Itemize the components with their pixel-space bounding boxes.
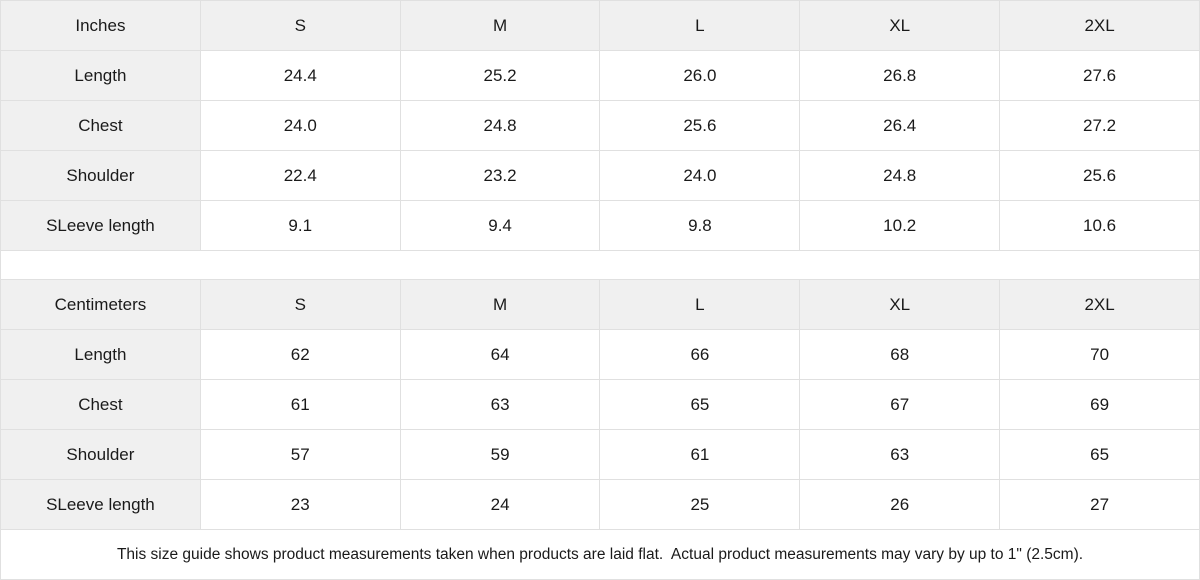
value-cell: 24.0 (199, 100, 401, 151)
value-cell: 9.8 (599, 200, 801, 251)
value-cell: 25.2 (399, 50, 601, 101)
value-cell: 9.1 (199, 200, 401, 251)
size-header-cell-l: L (599, 279, 801, 330)
value-cell: 27 (999, 479, 1200, 530)
value-cell: 70 (999, 329, 1200, 380)
value-cell: 63 (399, 379, 601, 430)
size-header-cell-s: S (199, 0, 401, 51)
value-cell: 26.4 (799, 100, 1001, 151)
value-cell: 66 (599, 329, 801, 380)
size-header-cell-xl: XL (799, 0, 1001, 51)
value-cell: 9.4 (399, 200, 601, 251)
value-cell: 22.4 (199, 150, 401, 201)
table-spacer (0, 251, 1200, 279)
value-cell: 10.2 (799, 200, 1001, 251)
row-label-cell: SLeeve length (0, 200, 201, 251)
value-cell: 26.0 (599, 50, 801, 101)
table-row-shoulder: Shoulder 57 59 61 63 65 (0, 429, 1200, 480)
value-cell: 26.8 (799, 50, 1001, 101)
table-row-length: Length 62 64 66 68 70 (0, 329, 1200, 380)
value-cell: 27.6 (999, 50, 1200, 101)
value-cell: 61 (199, 379, 401, 430)
value-cell: 59 (399, 429, 601, 480)
value-cell: 23 (199, 479, 401, 530)
value-cell: 23.2 (399, 150, 601, 201)
inches-size-table: Inches S M L XL 2XL Length 24.4 25.2 26.… (0, 0, 1200, 251)
table-row-sleeve-length: SLeeve length 9.1 9.4 9.8 10.2 10.6 (0, 200, 1200, 251)
inches-header-row: Inches S M L XL 2XL (0, 0, 1200, 51)
value-cell: 25.6 (599, 100, 801, 151)
row-label-cell: Chest (0, 100, 201, 151)
table-row-chest: Chest 61 63 65 67 69 (0, 379, 1200, 430)
value-cell: 61 (599, 429, 801, 480)
row-label-cell: Length (0, 50, 201, 101)
value-cell: 26 (799, 479, 1001, 530)
row-label-cell: Shoulder (0, 429, 201, 480)
value-cell: 25 (599, 479, 801, 530)
size-header-cell-s: S (199, 279, 401, 330)
value-cell: 63 (799, 429, 1001, 480)
table-row-chest: Chest 24.0 24.8 25.6 26.4 27.2 (0, 100, 1200, 151)
value-cell: 24.8 (799, 150, 1001, 201)
unit-header-cell: Inches (0, 0, 201, 51)
value-cell: 10.6 (999, 200, 1200, 251)
value-cell: 24.4 (199, 50, 401, 101)
value-cell: 65 (999, 429, 1200, 480)
size-header-cell-2xl: 2XL (999, 0, 1200, 51)
value-cell: 65 (599, 379, 801, 430)
size-header-cell-m: M (399, 0, 601, 51)
size-header-cell-l: L (599, 0, 801, 51)
table-row-sleeve-length: SLeeve length 23 24 25 26 27 (0, 479, 1200, 530)
table-row-shoulder: Shoulder 22.4 23.2 24.0 24.8 25.6 (0, 150, 1200, 201)
value-cell: 67 (799, 379, 1001, 430)
size-header-cell-2xl: 2XL (999, 279, 1200, 330)
value-cell: 24.8 (399, 100, 601, 151)
row-label-cell: Chest (0, 379, 201, 430)
value-cell: 27.2 (999, 100, 1200, 151)
centimeters-size-table: Centimeters S M L XL 2XL Length 62 64 66… (0, 279, 1200, 530)
value-cell: 68 (799, 329, 1001, 380)
value-cell: 25.6 (999, 150, 1200, 201)
row-label-cell: Shoulder (0, 150, 201, 201)
row-label-cell: SLeeve length (0, 479, 201, 530)
value-cell: 24.0 (599, 150, 801, 201)
value-cell: 57 (199, 429, 401, 480)
value-cell: 24 (399, 479, 601, 530)
value-cell: 69 (999, 379, 1200, 430)
row-label-cell: Length (0, 329, 201, 380)
unit-header-cell: Centimeters (0, 279, 201, 330)
value-cell: 62 (199, 329, 401, 380)
size-guide-footnote: This size guide shows product measuremen… (0, 530, 1200, 580)
centimeters-header-row: Centimeters S M L XL 2XL (0, 279, 1200, 330)
size-header-cell-m: M (399, 279, 601, 330)
value-cell: 64 (399, 329, 601, 380)
size-header-cell-xl: XL (799, 279, 1001, 330)
table-row-length: Length 24.4 25.2 26.0 26.8 27.6 (0, 50, 1200, 101)
